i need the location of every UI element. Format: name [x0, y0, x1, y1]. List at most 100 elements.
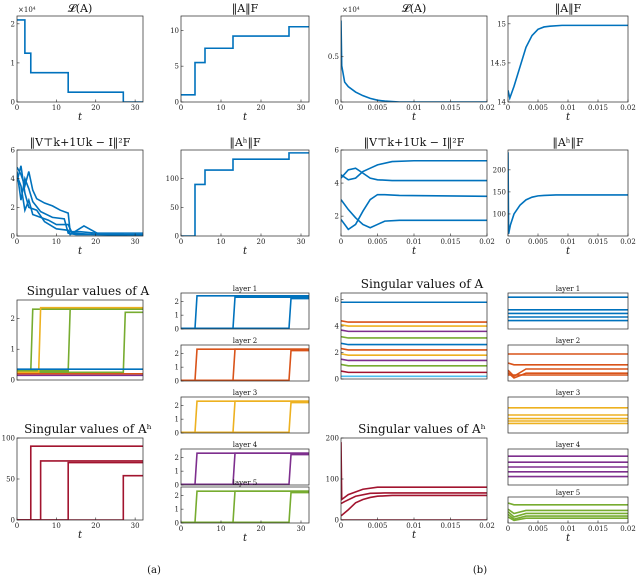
series-line-2	[181, 453, 309, 485]
chart-title: ‖V⊤k+1Uk − I‖²F	[364, 136, 465, 150]
series-line-0	[181, 152, 309, 236]
x-tick-label: 0.005	[528, 238, 548, 246]
series-line-3	[341, 193, 487, 231]
y-tick-label: 1	[175, 416, 179, 424]
caption-a: (a)	[147, 565, 161, 576]
y-tick-label: 2	[175, 350, 179, 358]
x-axis-label: t	[412, 246, 417, 257]
series-line-1	[17, 308, 143, 372]
chart-b_orth: 0 0.005 0.01 0.015 0.02 2 4 6 ‖V⊤k+1Uk − I‖²F t	[335, 136, 495, 257]
x-axis-label: t	[566, 112, 571, 123]
series-line-1	[341, 492, 487, 505]
series-line-5	[341, 342, 487, 346]
chart-title: 𝓛(A)	[68, 2, 93, 15]
chart-title: ‖A‖F	[232, 2, 259, 16]
axes-box	[16, 149, 144, 237]
x-tick-label: 0	[506, 104, 510, 112]
y-tick-label: 4	[335, 323, 340, 331]
series-line-3	[17, 171, 143, 236]
chart-title: ‖Aʰ‖F	[552, 136, 584, 150]
y-tick-label: 10	[170, 27, 179, 35]
y-tick-label: 0	[11, 517, 15, 525]
x-tick-label: 0.015	[440, 522, 460, 530]
series-line-3	[341, 329, 487, 333]
series-line-1	[341, 319, 487, 323]
x-axis-label: t	[78, 112, 83, 123]
x-tick-label: 0.01	[406, 522, 422, 530]
x-tick-label: 10	[52, 522, 61, 530]
series-line-7	[341, 353, 487, 356]
y-tick-label: 1	[11, 346, 15, 354]
y-tick-label: 0.5	[328, 53, 339, 61]
y-tick-label: 200	[493, 166, 506, 174]
series-line-2	[341, 323, 487, 327]
axes-box	[16, 299, 144, 381]
x-axis-label: t	[412, 530, 417, 541]
chart-b_l1: layer 1	[507, 285, 629, 330]
series-line-10	[341, 370, 487, 374]
x-axis-label: t	[566, 533, 571, 544]
series-line-0	[508, 502, 628, 506]
x-tick-label: 0	[15, 104, 19, 112]
series-line-4	[508, 372, 628, 379]
x-tick-label: 30	[297, 525, 306, 533]
axes-box	[180, 396, 310, 434]
x-tick-label: 0.02	[620, 104, 636, 112]
x-axis-label: t	[78, 246, 83, 257]
x-tick-label: 0.015	[588, 238, 608, 246]
y-tick-label: 50	[6, 476, 15, 484]
chart-b_svh: 0 0.005 0.01 0.015 0.02 0 100 200 Singular value…	[326, 422, 495, 541]
series-line-6	[341, 347, 487, 351]
axes-box	[180, 344, 310, 382]
y-tick-label: 14.5	[490, 59, 506, 67]
layer-title: layer 4	[556, 441, 581, 449]
series-line-2	[341, 494, 487, 517]
series-line-2	[508, 368, 628, 378]
series-line-2	[508, 511, 628, 518]
x-tick-label: 0	[506, 238, 510, 246]
y-tick-label: 0	[175, 482, 179, 490]
series-line-2	[17, 461, 143, 520]
y-tick-label: 15	[497, 20, 506, 28]
axes-box	[180, 448, 310, 486]
layer-title: layer 2	[556, 337, 581, 345]
x-tick-label: 20	[91, 238, 100, 246]
y-tick-label: 6	[335, 296, 340, 304]
x-tick-label: 0.015	[588, 525, 608, 533]
layer-title: layer 2	[233, 337, 258, 345]
layer-title: layer 1	[556, 285, 581, 293]
x-tick-label: 0.015	[588, 104, 608, 112]
x-tick-label: 20	[257, 525, 266, 533]
x-axis-label: t	[243, 533, 248, 544]
series-line-1	[17, 460, 143, 520]
chart-b_l2: layer 2	[507, 337, 629, 382]
x-tick-label: 0	[339, 522, 343, 530]
y-tick-label: 0	[175, 520, 179, 528]
y-tick-label: 2	[335, 213, 339, 221]
y-tick-label: 4	[11, 175, 16, 183]
x-tick-label: 0.005	[367, 238, 387, 246]
series-line-1	[508, 362, 628, 366]
y-tick-label: 50	[170, 204, 179, 212]
y-tick-label: 100	[2, 435, 15, 443]
chart-title: Singular values of Aʰ	[24, 422, 152, 436]
x-tick-label: 0	[179, 238, 183, 246]
series-line-2	[181, 401, 309, 433]
x-tick-label: 0	[15, 522, 19, 530]
chart-title: Singular values of A	[27, 284, 150, 298]
x-tick-label: 0.02	[479, 522, 495, 530]
chart-a_l1: 0 1 2 layer 1	[175, 285, 310, 334]
caption-b: (b)	[473, 565, 487, 576]
x-tick-label: 0	[15, 238, 19, 246]
layer-title: layer 3	[233, 389, 258, 397]
y-tick-label: 0	[175, 430, 179, 438]
chart-title: Singular values of A	[361, 277, 484, 291]
layer-title: layer 1	[233, 285, 258, 293]
chart-title: 𝓛(A)	[402, 2, 427, 15]
series-line-4	[341, 335, 487, 339]
y-tick-label: 14	[497, 99, 506, 107]
y-tick-label: 1	[175, 312, 179, 320]
axes-box	[340, 437, 488, 521]
layer-title: layer 5	[556, 489, 581, 497]
x-tick-label: 0	[179, 525, 183, 533]
